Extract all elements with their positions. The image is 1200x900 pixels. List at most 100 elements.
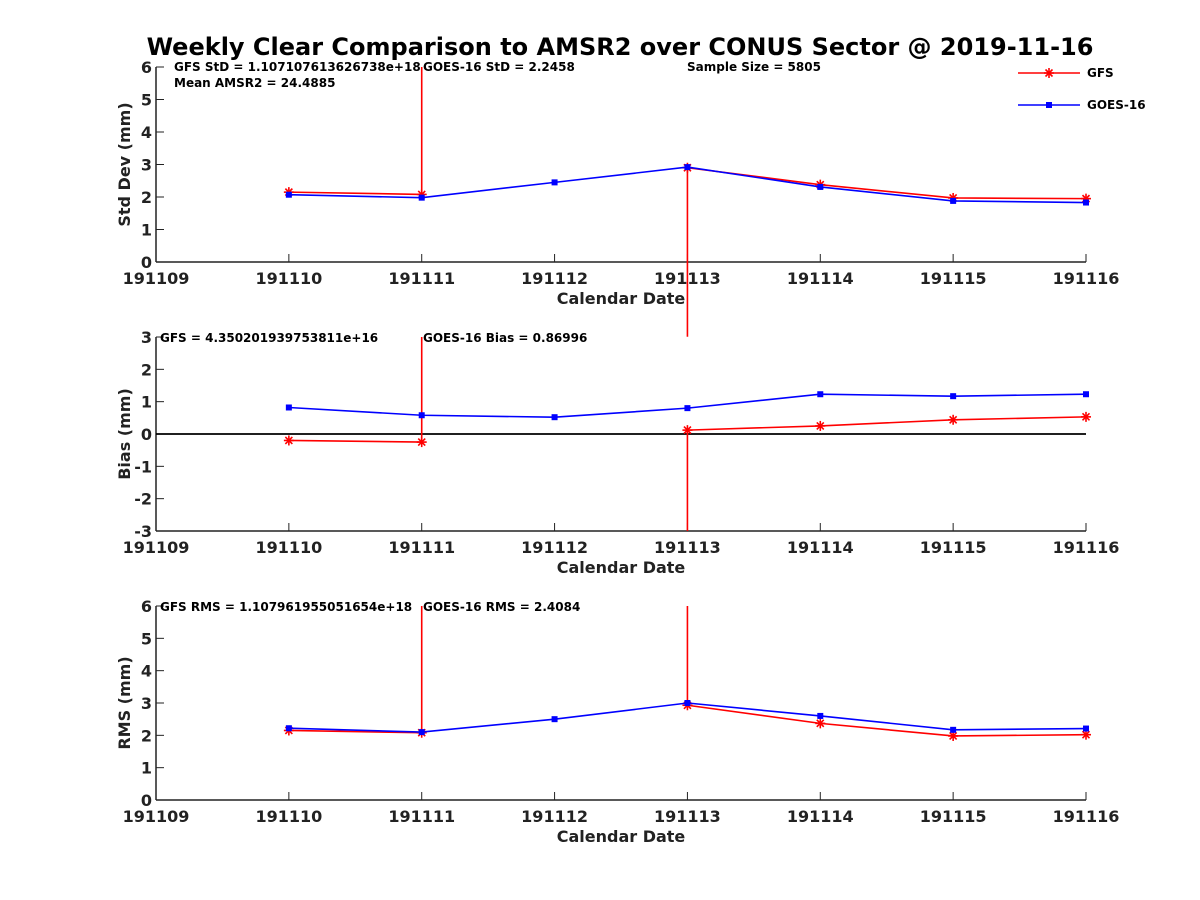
series-goes16-std xyxy=(285,164,1089,206)
series-line xyxy=(687,166,1087,200)
data-point-square xyxy=(950,393,957,400)
data-point-square xyxy=(1083,391,1089,398)
y-tick-label: 6 xyxy=(141,58,152,77)
x-axis-label: Calendar Date xyxy=(557,827,686,846)
series-gfs-bias xyxy=(283,337,1091,531)
legend-marker-goes16 xyxy=(1046,102,1052,108)
data-point-square xyxy=(684,405,691,412)
data-point-asterisk xyxy=(815,420,826,431)
x-tick-label: 191115 xyxy=(920,807,987,826)
x-tick-label: 191114 xyxy=(787,807,854,826)
data-point-square xyxy=(285,404,292,411)
x-tick-label: 191114 xyxy=(787,538,854,557)
y-tick-label: 0 xyxy=(141,253,152,272)
y-tick-label: 0 xyxy=(141,425,152,444)
data-point-square xyxy=(684,700,691,706)
x-axis-label: Calendar Date xyxy=(557,558,686,577)
x-tick-label: 191109 xyxy=(123,269,190,288)
legend-label-goes16: GOES-16 xyxy=(1087,98,1146,112)
x-tick-label: 191116 xyxy=(1053,538,1120,557)
x-axis-label: Calendar Date xyxy=(557,289,686,308)
y-tick-label: -2 xyxy=(134,490,152,509)
y-tick-label: 4 xyxy=(141,662,152,681)
y-tick-label: 3 xyxy=(141,694,152,713)
series-goes16-rms xyxy=(285,700,1089,736)
data-point-square xyxy=(418,729,425,736)
x-tick-label: 191116 xyxy=(1053,807,1120,826)
stats-annotation: GFS RMS = 1.107961955051654e+18 xyxy=(160,600,412,614)
x-tick-label: 191109 xyxy=(123,538,190,557)
panel-rms: 0 1 2 3 4 5 6 191109 191110 191111 191112 191113 191… xyxy=(115,597,1119,846)
y-tick-label: 4 xyxy=(141,123,152,142)
stats-annotation: Sample Size = 5805 xyxy=(687,60,821,74)
data-point-square xyxy=(285,191,292,198)
y-tick-label: 2 xyxy=(141,188,152,207)
series-line xyxy=(288,191,422,196)
series-line xyxy=(687,416,1087,431)
data-point-square xyxy=(684,164,691,171)
x-tick-label: 191114 xyxy=(787,269,854,288)
data-point-square xyxy=(817,712,824,719)
stats-annotation: GOES-16 StD = 2.2458 xyxy=(423,60,575,74)
data-point-asterisk xyxy=(283,435,294,446)
y-tick-label: 6 xyxy=(141,597,152,616)
x-tick-label: 191115 xyxy=(920,538,987,557)
stats-annotation: GOES-16 Bias = 0.86996 xyxy=(423,331,587,345)
data-point-square xyxy=(418,194,425,201)
y-tick-label: 1 xyxy=(141,221,152,240)
x-tick-label: 191113 xyxy=(654,538,721,557)
series-line xyxy=(288,729,422,734)
legend-marker-gfs xyxy=(1044,68,1054,78)
y-tick-label: 2 xyxy=(141,360,152,379)
chart-panels: 0 1 2 3 4 5 6 191109 191110 191111 191112 191113 191… xyxy=(115,58,1119,846)
y-axis-label: Bias (mm) xyxy=(115,388,134,480)
data-point-asterisk xyxy=(815,718,826,729)
stats-annotation: GOES-16 RMS = 2.4084 xyxy=(423,600,580,614)
x-tick-label: 191111 xyxy=(388,538,455,557)
y-tick-label: 5 xyxy=(141,91,152,110)
x-tick-label: 191111 xyxy=(388,269,455,288)
y-axis-label: Std Dev (mm) xyxy=(115,102,134,226)
x-tick-label: 191109 xyxy=(123,807,190,826)
chart-title: Weekly Clear Comparison to AMSR2 over CO… xyxy=(147,33,1094,61)
data-point-square xyxy=(950,197,957,204)
x-tick-label: 191113 xyxy=(654,807,721,826)
y-axis-label: RMS (mm) xyxy=(115,656,134,749)
data-point-square xyxy=(817,391,824,398)
data-point-square xyxy=(1083,199,1089,206)
data-point-square xyxy=(418,412,425,419)
data-point-square xyxy=(551,179,558,186)
series-goes16-bias xyxy=(285,391,1089,421)
y-tick-label: 0 xyxy=(141,791,152,810)
x-tick-label: 191112 xyxy=(521,269,588,288)
stats-annotation: GFS = 4.350201939753811e+16 xyxy=(160,331,378,345)
y-tick-label: 5 xyxy=(141,629,152,648)
data-point-asterisk xyxy=(948,414,959,425)
y-tick-label: 3 xyxy=(141,328,152,347)
legend-label-gfs: GFS xyxy=(1087,66,1114,80)
data-point-square xyxy=(950,726,957,733)
data-point-asterisk xyxy=(1081,411,1091,422)
stats-annotation: Mean AMSR2 = 24.4885 xyxy=(174,76,335,90)
x-tick-label: 191115 xyxy=(920,269,987,288)
x-tick-label: 191112 xyxy=(521,538,588,557)
x-tick-label: 191110 xyxy=(255,269,322,288)
y-tick-label: -3 xyxy=(134,522,152,541)
data-point-asterisk xyxy=(682,425,693,436)
x-tick-label: 191116 xyxy=(1053,269,1120,288)
legend: GFS GOES-16 xyxy=(1018,66,1146,112)
data-point-square xyxy=(1083,725,1089,732)
y-tick-label: 2 xyxy=(141,726,152,745)
panel-bias: -3 -2 -1 0 1 2 3 191109 191110 191111 191112 191113… xyxy=(115,328,1119,577)
series-line xyxy=(687,704,1087,737)
data-point-asterisk xyxy=(416,437,427,448)
series-gfs-rms xyxy=(283,606,1091,741)
x-tick-label: 191112 xyxy=(521,807,588,826)
y-tick-label: 1 xyxy=(141,759,152,778)
data-point-square xyxy=(817,183,824,190)
stats-annotation: GFS StD = 1.107107613626738e+18 xyxy=(174,60,421,74)
data-point-square xyxy=(285,725,292,732)
series-line xyxy=(288,439,422,443)
